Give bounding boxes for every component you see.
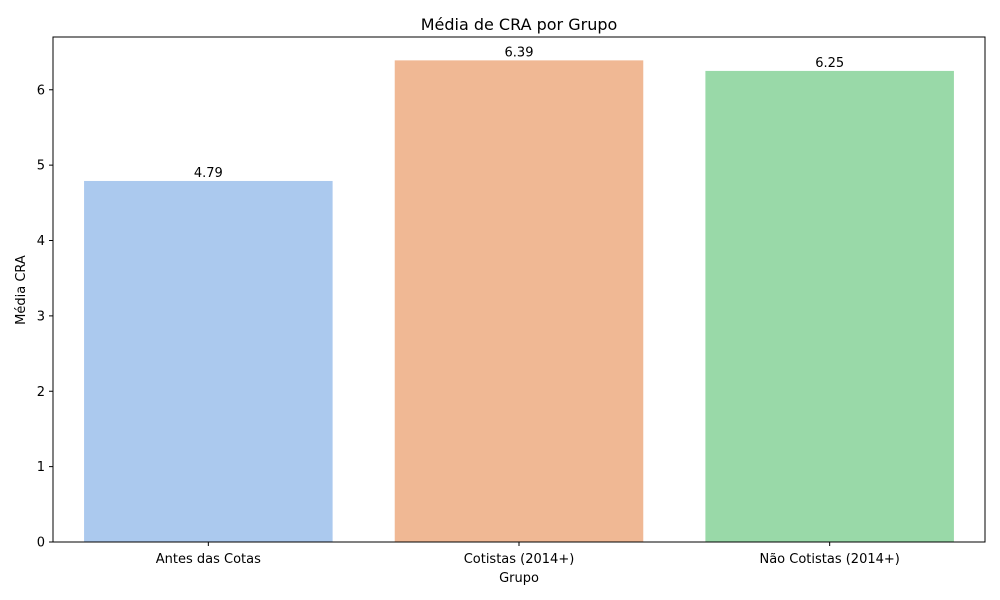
x-tick-label-2: Cotistas (2014+): [464, 552, 575, 567]
data-label-1: 4.79: [194, 166, 223, 181]
chart-title: Média de CRA por Grupo: [421, 15, 618, 34]
x-axis-label: Grupo: [499, 571, 539, 586]
x-tick-label-1: Antes das Cotas: [156, 552, 261, 567]
data-labels-group: 4.79 6.39 6.25: [194, 45, 844, 181]
y-tick-label-2: 2: [37, 385, 45, 400]
bar-3: [705, 70, 954, 542]
y-tick-label-3: 3: [37, 309, 45, 324]
y-axis: 0 1 2 3 4 5 6: [37, 83, 53, 551]
x-axis: Antes das Cotas Cotistas (2014+) Não Cotis…: [156, 542, 900, 567]
y-tick-label-0: 0: [37, 536, 45, 551]
x-tick-label-3: Não Cotistas (2014+): [759, 552, 899, 567]
y-tick-label-4: 4: [37, 234, 45, 249]
data-label-3: 6.25: [815, 56, 844, 71]
bar-1: [84, 180, 333, 542]
y-axis-label: Média CRA: [14, 255, 29, 325]
bars-group: [84, 60, 954, 543]
y-tick-label-6: 6: [37, 83, 45, 98]
bar-2: [394, 60, 644, 543]
y-tick-label-1: 1: [37, 460, 45, 475]
data-label-2: 6.39: [505, 45, 534, 60]
y-tick-label-5: 5: [37, 159, 45, 174]
plot-frame: [52, 36, 986, 543]
